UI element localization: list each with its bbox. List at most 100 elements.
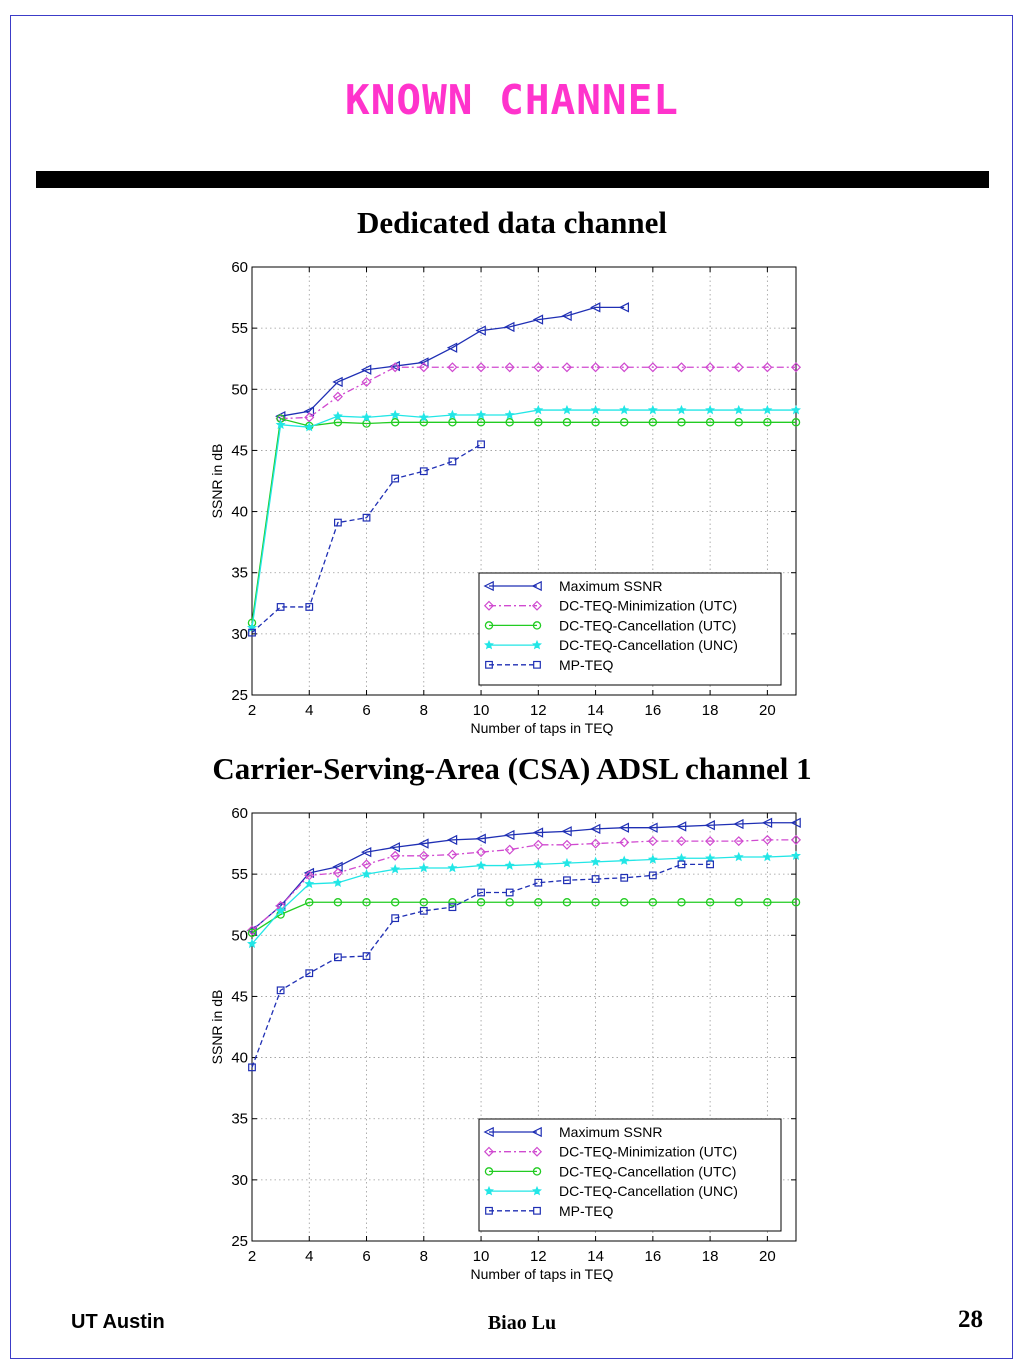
chart1-series-3-point bbox=[534, 418, 543, 427]
chart1-series-4-point bbox=[447, 409, 458, 420]
chart1-series-3-point bbox=[705, 418, 715, 427]
chart2-ytick-label: 45 bbox=[231, 988, 248, 1005]
chart2-series-2-point bbox=[361, 859, 372, 870]
chart2-series-2-point bbox=[590, 838, 601, 849]
chart2-series-2-point bbox=[418, 850, 429, 861]
chart1-series-3-point bbox=[734, 418, 743, 427]
chart1-series-4-point bbox=[676, 404, 687, 415]
chart2-legend-marker bbox=[483, 1126, 494, 1138]
chart2-series-5-point bbox=[563, 876, 571, 885]
chart2-series-4-point bbox=[332, 877, 343, 887]
chart2-series-5-point bbox=[477, 888, 485, 897]
chart2-series-1-point bbox=[618, 822, 630, 833]
chart1-series-5-point bbox=[362, 513, 371, 522]
chart2-legend-label: MP-TEQ bbox=[559, 1203, 614, 1219]
chart1-series-1-point bbox=[590, 302, 601, 313]
footer-author: Biao Lu bbox=[487, 1312, 557, 1334]
chart1-series-3-point bbox=[562, 418, 572, 427]
chart1-series-2-point bbox=[504, 362, 515, 373]
chart2-series-4-point bbox=[619, 855, 630, 865]
chart1-series-5 bbox=[248, 440, 485, 637]
chart2-series-2-point bbox=[332, 867, 343, 878]
chart1-ytick-label: 30 bbox=[231, 626, 248, 643]
chart2-series-2-point bbox=[476, 847, 487, 858]
chart2-legend-label: DC-TEQ-Cancellation (UTC) bbox=[559, 1163, 736, 1179]
chart1-series-4-point bbox=[418, 412, 429, 422]
chart2-series-3-point bbox=[791, 898, 801, 907]
slide-title: KNOWN CHANNEL bbox=[345, 76, 679, 124]
chart1-series-5-point bbox=[448, 457, 457, 466]
chart2-series-3-point bbox=[448, 898, 457, 907]
chart-1: 2 4 6 8 10 12 14 16 18 20 25 30 35 40 45 50 55 60 Number o… bbox=[209, 259, 802, 736]
chart1-series-2-point bbox=[418, 362, 429, 373]
chart2-legend-marker bbox=[532, 1185, 542, 1196]
chart2-series-2-point bbox=[647, 836, 658, 847]
chart1-series-3-point bbox=[333, 418, 343, 427]
chart1-series-2-point bbox=[733, 362, 744, 373]
chart2-series-1-point bbox=[504, 829, 515, 841]
chart2-series-5-point bbox=[534, 878, 543, 887]
chart1-legend-marker bbox=[484, 639, 494, 650]
chart-2: 2 4 6 8 10 12 14 16 18 20 25 30 35 40 45 50 55 60 Number o… bbox=[209, 805, 802, 1282]
chart2-series-4-point bbox=[476, 860, 487, 870]
chart1-series-3-point bbox=[648, 418, 658, 427]
chart2-series-4-line bbox=[251, 855, 797, 945]
chart1-series-4-point bbox=[533, 404, 544, 415]
chart2-series-5-point bbox=[248, 1063, 256, 1072]
chart1-xtick-label: 16 bbox=[644, 702, 661, 719]
chart1-ytick-label: 35 bbox=[231, 565, 248, 582]
chart2-series-5-point bbox=[391, 914, 400, 923]
chart2-series-4-point bbox=[561, 857, 572, 868]
chart2-series-4-point bbox=[504, 860, 515, 870]
chart2-series-5-point bbox=[591, 875, 600, 883]
chart1-legend-marker bbox=[531, 580, 542, 592]
chart2-xtick-label: 6 bbox=[362, 1248, 370, 1265]
chart2-series-5-point bbox=[305, 969, 314, 978]
chart1-series-4-point bbox=[619, 404, 630, 415]
chart2-series-1-point bbox=[360, 846, 372, 858]
chart2-xtick-label: 18 bbox=[702, 1248, 719, 1265]
chart2-series-4-point bbox=[418, 862, 429, 873]
chart2-series-3-point bbox=[619, 898, 629, 907]
chart2-series-3-point bbox=[476, 898, 486, 907]
chart1-series-2-point bbox=[676, 362, 687, 373]
chart-1-title: Dedicated data channel bbox=[357, 205, 667, 240]
chart2-series-5-point bbox=[648, 871, 657, 880]
chart2-xtick-label: 16 bbox=[644, 1248, 661, 1265]
chart1-series-4-point bbox=[733, 404, 744, 415]
chart1-series-1-point bbox=[532, 314, 544, 325]
chart1-series-1-line bbox=[280, 306, 625, 417]
chart1-series-2-point bbox=[561, 362, 572, 373]
chart1-series-2 bbox=[275, 362, 802, 424]
chart1-series-4-point bbox=[304, 421, 315, 432]
chart2-xtick-label: 8 bbox=[420, 1248, 428, 1265]
chart1-series-3-point bbox=[390, 418, 400, 427]
chart1-series-5-point bbox=[477, 440, 485, 449]
chart1-series-3-point bbox=[362, 419, 371, 428]
chart2-series-5-point bbox=[333, 953, 342, 962]
chart1-series-4-line bbox=[251, 409, 796, 628]
chart1-series-4-point bbox=[647, 404, 658, 415]
chart1-series-3-point bbox=[619, 418, 629, 427]
chart2-legend-marker bbox=[484, 1185, 494, 1196]
chart2-legend-marker bbox=[532, 1167, 542, 1176]
chart2-series-5-point bbox=[677, 860, 686, 869]
chart2-series-3-point bbox=[763, 898, 772, 907]
chart1-legend-label: DC-TEQ-Minimization (UTC) bbox=[559, 598, 737, 614]
chart1-legend-marker bbox=[533, 660, 541, 669]
chart2-series-4-point bbox=[390, 864, 401, 874]
chart1-series-3-point bbox=[677, 418, 686, 427]
chart1-series-1-point bbox=[332, 376, 343, 388]
chart2-legend-label: DC-TEQ-Cancellation (UNC) bbox=[559, 1183, 738, 1199]
chart1-xtick-label: 2 bbox=[248, 702, 256, 719]
chart2-series-4 bbox=[247, 850, 801, 949]
chart2-series-4-point bbox=[791, 850, 801, 861]
chart1-series-1-point bbox=[418, 357, 429, 368]
chart2-series-3-point bbox=[534, 898, 543, 907]
chart2-series-5-point bbox=[706, 860, 715, 869]
chart1-series-4-point bbox=[590, 404, 601, 415]
chart2-ytick-label: 60 bbox=[231, 805, 248, 822]
chart2-series-2-point bbox=[676, 836, 687, 847]
chart2-ytick-label: 30 bbox=[231, 1172, 248, 1189]
chart1-series-2-point bbox=[647, 362, 658, 373]
